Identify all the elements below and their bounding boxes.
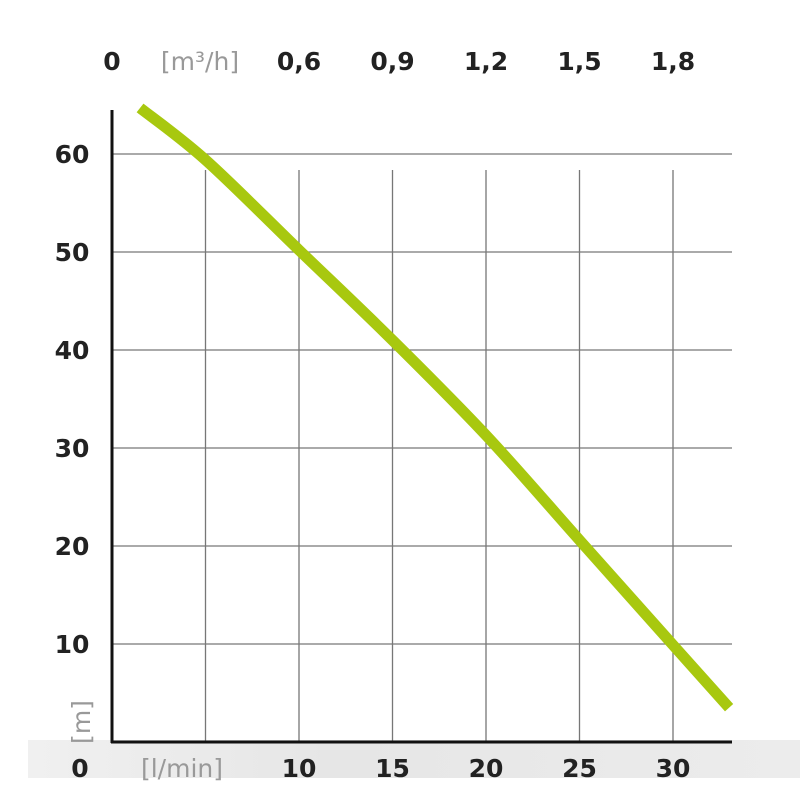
- x2-tick-label: 1,5: [557, 47, 601, 76]
- x2-tick-label: 1,2: [464, 47, 508, 76]
- performance-curve: [136, 103, 734, 712]
- x-tick-label: 20: [469, 754, 504, 783]
- bottom-band: [28, 740, 800, 778]
- x-tick-label: 25: [562, 754, 597, 783]
- x2-tick-label: 0: [103, 47, 120, 76]
- x-tick-label: 15: [375, 754, 410, 783]
- x-axis-label: [l/min]: [141, 754, 223, 783]
- x-tick-label: 0: [71, 754, 88, 783]
- y-tick-label: 10: [55, 630, 90, 659]
- x-tick-label: 30: [656, 754, 691, 783]
- y-tick-label: 20: [55, 532, 90, 561]
- y-tick-label: 40: [55, 336, 90, 365]
- x-tick-label: 10: [282, 754, 317, 783]
- x2-tick-label: 1,8: [651, 47, 695, 76]
- y-axis-label: [m]: [67, 700, 96, 744]
- y-tick-label: 30: [55, 434, 90, 463]
- y-tick-label: 50: [55, 238, 90, 267]
- y-tick-label: 60: [55, 140, 90, 169]
- x2-tick-label: 0,9: [370, 47, 414, 76]
- x2-axis-label: [m³/h]: [161, 47, 239, 76]
- x2-tick-label: 0,6: [277, 47, 321, 76]
